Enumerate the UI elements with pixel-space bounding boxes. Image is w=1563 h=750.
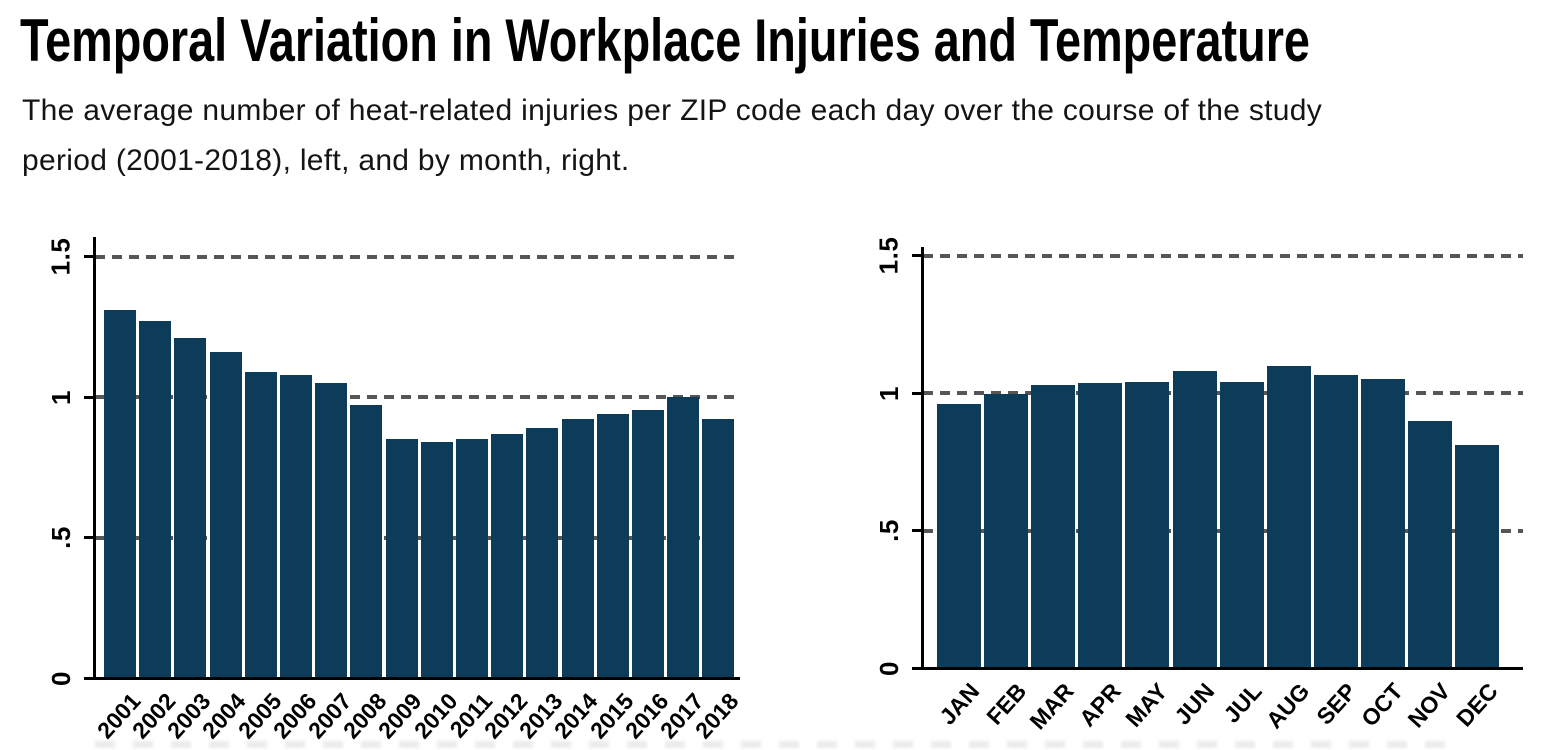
y-tick-label-1.5: 1.5 xyxy=(39,215,83,299)
y-tick-label-.5: .5 xyxy=(867,489,911,573)
y-tick-1 xyxy=(912,391,923,395)
bar-2009 xyxy=(385,439,418,678)
figure-subtitle-line-1: The average number of heat-related injur… xyxy=(22,94,1323,127)
chart-by-year: 0.5 1 1.5 2001 2002 2003 2004 2005 2006 2007 2008 2… xyxy=(46,237,744,743)
y-tick-label-text: .5 xyxy=(873,519,904,542)
bar-NOV xyxy=(1408,420,1452,668)
y-tick-label-0: 0 xyxy=(867,626,911,710)
x-axis-by_month xyxy=(915,667,1523,670)
y-tick-label-text: 0 xyxy=(873,660,904,676)
bar-MAR xyxy=(1031,384,1076,668)
y-tick-1 xyxy=(84,395,95,399)
bar-MAY xyxy=(1125,382,1170,668)
bar-JUL xyxy=(1219,382,1264,668)
gridline-1.5 xyxy=(95,254,740,259)
bar-2004 xyxy=(209,352,242,678)
y-tick-.5 xyxy=(912,529,923,532)
plot-area-by_year: 0.5 1 1.5 2001 2002 2003 2004 2005 2006 2007 2008 2… xyxy=(46,237,744,743)
bar-JUN xyxy=(1172,371,1217,668)
x-tick-label-text: AUG xyxy=(1260,678,1315,734)
bar-2015 xyxy=(596,413,629,678)
bar-2017 xyxy=(667,397,700,678)
y-tick-1.5 xyxy=(912,254,923,257)
x-tick-label-text: MAR xyxy=(1024,678,1079,735)
y-tick-label-0: 0 xyxy=(39,636,83,720)
chart-by-month: 0 .5 1 1.5 JAN FEB MAR APR MAY JUN JUL AUG SEP OCT NOV… xyxy=(874,237,1523,734)
bar-2008 xyxy=(350,405,383,678)
y-tick-label-text: 1 xyxy=(45,389,76,405)
x-tick-label-text: FEB xyxy=(981,678,1032,730)
bar-2018 xyxy=(702,419,735,678)
bar-2010 xyxy=(420,441,453,678)
x-tick-label-text: APR xyxy=(1073,678,1126,732)
y-tick-label-text: 1.5 xyxy=(45,237,76,276)
x-tick-label-text: JUL xyxy=(1218,678,1267,728)
bar-OCT xyxy=(1360,379,1405,668)
y-tick-0 xyxy=(84,676,95,680)
bar-2002 xyxy=(139,321,172,678)
bar-2006 xyxy=(280,374,312,678)
bar-SEP xyxy=(1313,375,1358,668)
y-tick-label-text: .5 xyxy=(45,526,76,549)
y-tick-label-1: 1 xyxy=(867,351,911,435)
bar-FEB xyxy=(984,394,1029,668)
bar-JAN xyxy=(937,404,981,668)
gridline-1.5 xyxy=(923,253,1523,258)
bar-AUG xyxy=(1266,365,1311,668)
y-tick-label-1: 1 xyxy=(39,355,83,439)
x-tick-label-text: NOV xyxy=(1402,678,1456,733)
x-tick-label-text: MAY xyxy=(1120,678,1173,732)
bar-2014 xyxy=(561,419,594,678)
cropped-text-artifact xyxy=(95,741,1455,748)
bar-DEC xyxy=(1455,445,1500,668)
gridline-1 xyxy=(95,395,740,399)
bar-2016 xyxy=(632,409,664,678)
figure-title: Temporal Variation in Workplace Injuries… xyxy=(20,7,1310,74)
plot-area-by_month: 0 .5 1 1.5 JAN FEB MAR APR MAY JUN JUL AUG SEP OCT NOV… xyxy=(874,237,1523,734)
y-tick-label-.5: .5 xyxy=(39,496,83,580)
y-axis-by_month xyxy=(921,247,924,670)
x-tick-label-text: JAN xyxy=(934,678,985,730)
x-tick-label-text: DEC xyxy=(1450,678,1503,732)
y-tick-label-text: 0 xyxy=(45,670,76,686)
bar-2007 xyxy=(315,382,348,678)
y-tick-0 xyxy=(912,666,923,670)
x-axis-by_year xyxy=(87,677,740,680)
figure-subtitle: The average number of heat-related injur… xyxy=(22,86,1322,186)
bar-2005 xyxy=(244,371,277,678)
y-tick-1.5 xyxy=(84,255,95,258)
figure-subtitle-line-2: period (2001-2018), left, and by month, … xyxy=(22,144,630,177)
y-axis-by_year xyxy=(93,237,96,680)
y-tick-label-1.5: 1.5 xyxy=(867,214,911,298)
x-tick-label-text: JUN xyxy=(1169,678,1220,730)
y-tick-label-text: 1.5 xyxy=(873,236,904,275)
x-tick-label-text: OCT xyxy=(1356,678,1409,732)
bar-APR xyxy=(1078,383,1123,668)
bar-2012 xyxy=(491,433,524,678)
bar-2011 xyxy=(456,439,488,678)
bar-2001 xyxy=(104,309,136,678)
bar-2003 xyxy=(174,338,207,678)
x-tick-label-text: SEP xyxy=(1310,678,1362,730)
bar-2013 xyxy=(526,427,559,678)
y-tick-.5 xyxy=(84,536,95,539)
y-tick-label-text: 1 xyxy=(873,385,904,401)
